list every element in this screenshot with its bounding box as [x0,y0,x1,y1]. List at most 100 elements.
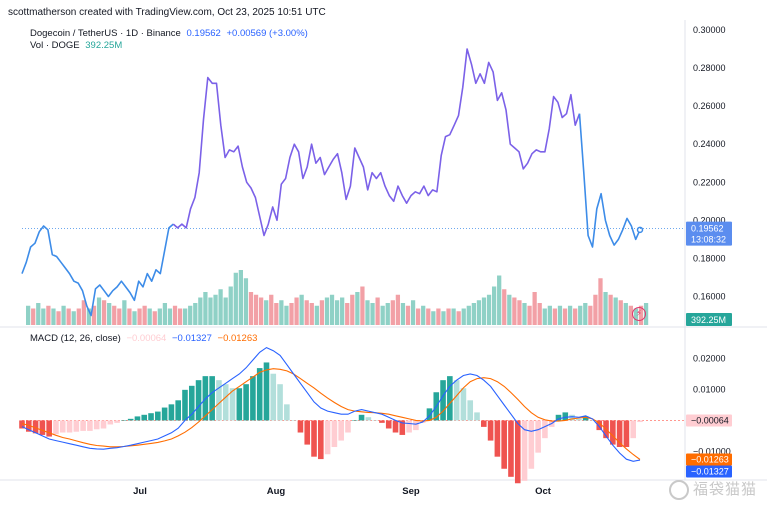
macd-histogram-bar [229,388,236,421]
volume-bar [532,292,537,325]
time-tick-label: Sep [402,486,420,497]
time-tick-label: Aug [267,486,286,497]
price-line-early [21,223,174,317]
volume-bar [380,305,385,325]
volume-bar [279,300,284,325]
volume-bar [613,297,618,325]
lightning-icon[interactable]: ⚡ [632,307,646,321]
macd-histogram-bar [351,420,358,421]
volume-bar [193,303,198,325]
macd-histogram-bar [209,376,215,421]
volume-bar [598,278,603,325]
macd-histogram-bar [100,420,107,429]
symbol-legend: Dogecoin / TetherUS · 1D · Binance 0.195… [30,28,311,39]
volume-bar [324,297,330,325]
volume-bar [294,297,299,325]
volume-bar [537,303,542,325]
volume-bar [466,305,471,325]
volume-bar [431,311,436,325]
volume-bar [31,308,36,325]
macd-label[interactable]: MACD (12, 26, close) [30,333,121,344]
volume-bar [127,308,132,325]
volume-bar [557,305,563,325]
volume-bar [112,305,117,325]
macd-histogram-bar [59,420,66,433]
volume-badge-value: 392.25M [691,315,726,325]
macd-histogram-bar [87,420,93,431]
macd-histogram-bar [290,420,297,421]
volume-bar [309,303,314,325]
macd-tick-label: 0.01000 [693,384,726,394]
macd-histogram-bar [596,420,603,431]
volume-bar [618,300,623,325]
volume-bar [203,292,208,325]
macd-histogram-bar [338,420,344,441]
macd-histogram-bar [243,384,249,421]
volume-bar [36,303,41,325]
volume-bar [26,305,31,325]
volume-bar [319,300,325,325]
macd-histogram-bar [481,420,487,427]
macd-histogram-bar [73,420,80,432]
volume-bar [385,303,390,325]
macd-histogram-bar [195,380,202,421]
volume-bar [71,311,76,325]
volume-bar [299,294,304,325]
volume-bar [223,297,228,325]
macd-histogram-bar [501,420,507,469]
volume-bar [122,300,127,325]
macd-histogram-bar [304,420,311,445]
macd-signal-value: −0.01263 [217,333,258,344]
volume-bar [198,297,203,325]
macd-histogram-bar [148,413,154,421]
macd-histogram-bar [25,420,32,432]
macd-histogram-bar [168,404,175,421]
volume-bar [375,297,380,325]
volume-bar [567,305,573,325]
macd-histogram-bar [318,420,324,460]
volume-bar [355,292,360,325]
macd-badge [686,465,732,478]
volume-bar [405,305,411,325]
symbol-change: +0.00569 (+3.00%) [226,28,308,39]
macd-histogram-bar [494,420,501,457]
volume-bar [66,308,71,325]
volume-bar [345,303,350,325]
volume-bar [289,303,294,325]
macd-histogram-bar [256,368,263,421]
volume-bar [51,308,56,325]
macd-histogram-bar [250,376,256,421]
volume-bar [643,303,649,325]
volume-bar [395,294,401,325]
price-badge [686,221,732,246]
macd-histogram-bar [514,420,521,484]
macd-histogram-bar [528,420,535,469]
macd-histogram-bar [32,420,39,434]
macd-histogram-bar [447,376,453,421]
volume-bar [228,286,233,325]
volume-bar [167,308,173,325]
volume-bar [137,308,142,325]
macd-histogram-bar [277,384,283,421]
volume-bar [117,308,122,325]
macd-histogram-bar [216,380,222,421]
macd-histogram-bar [392,420,399,433]
volume-bar [91,305,97,325]
price-tick-label: 0.28000 [693,63,726,73]
volume-bar [410,300,416,325]
macd-histogram-bar [623,420,630,448]
macd-histogram-bar [453,380,460,421]
volume-bar [400,303,406,325]
volume-bar [269,294,274,325]
volume-bar [502,289,507,325]
volume-bar [284,305,289,325]
symbol-name[interactable]: Dogecoin / TetherUS · 1D · Binance [30,28,181,39]
volume-bar [304,300,309,325]
volume-bar [491,286,497,325]
volume-bar [107,303,112,325]
macd-histogram-bar [114,420,120,423]
macd-histogram-bar [535,420,541,453]
volume-label[interactable]: Vol · DOGE [30,40,80,51]
volume-bar [61,305,66,325]
